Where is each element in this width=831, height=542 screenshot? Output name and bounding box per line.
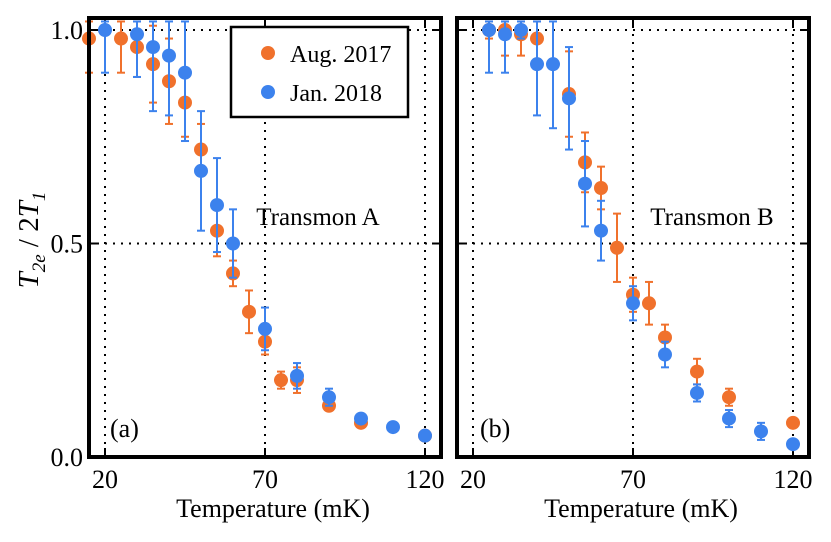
data-point [386, 420, 400, 435]
data-point [546, 57, 560, 72]
data-point [594, 223, 608, 238]
plot-frame [87, 16, 443, 459]
x-axis-label: Temperature (mK) [544, 494, 738, 523]
data-point [210, 198, 224, 213]
legend-label-aug-2017: Aug. 2017 [290, 42, 391, 68]
data-point [322, 390, 336, 405]
panel-label: (b) [480, 414, 510, 443]
data-point [722, 390, 736, 405]
data-point [786, 415, 800, 430]
data-point [562, 91, 576, 106]
data-point [194, 163, 208, 178]
legend: Aug. 2017 Jan. 2018 [229, 25, 410, 119]
data-point [418, 428, 432, 443]
data-point [578, 176, 592, 191]
data-point [162, 48, 176, 63]
data-point [610, 240, 624, 255]
data-point [130, 27, 144, 42]
series-jan-2018 [98, 20, 432, 443]
data-point [258, 321, 272, 336]
data-point [146, 40, 160, 55]
y-axis-label: T2e / 2T1 [13, 192, 50, 289]
data-point [354, 411, 368, 426]
legend-label-jan-2018: Jan. 2018 [290, 81, 382, 107]
transmon-label: Transmon A [256, 204, 379, 231]
legend-box [229, 25, 410, 119]
data-point [754, 424, 768, 439]
legend-marker-jan-2018 [261, 85, 275, 99]
panel-label: (a) [110, 414, 139, 443]
data-point [274, 373, 288, 388]
x-tick-label: 20 [460, 465, 486, 494]
data-point [786, 437, 800, 452]
data-point [594, 180, 608, 195]
x-tick-label: 120 [406, 465, 445, 494]
x-tick-label: 70 [252, 465, 278, 494]
plot-frame [455, 16, 811, 459]
y-tick-label: 0.5 [51, 230, 84, 259]
data-point [114, 31, 128, 46]
series-jan-2018 [482, 20, 800, 452]
data-point [290, 368, 304, 383]
transmon-label: Transmon B [650, 204, 773, 231]
data-point [642, 296, 656, 311]
legend-marker-aug-2017 [261, 46, 275, 60]
panel-b: 20 70 120 Transmon B (b) Temperature (mK) [455, 16, 813, 523]
x-tick-label: 20 [92, 465, 118, 494]
data-point [98, 23, 112, 37]
data-point [690, 364, 704, 379]
y-tick-label: 1.0 [51, 16, 84, 45]
y-tick-label: 0.0 [51, 443, 84, 472]
data-point [626, 296, 640, 311]
data-point [530, 57, 544, 72]
data-point [514, 23, 528, 37]
data-point [226, 236, 240, 251]
x-axis-label: Temperature (mK) [176, 494, 370, 523]
data-point [242, 304, 256, 319]
x-tick-label: 120 [774, 465, 813, 494]
data-point [722, 411, 736, 426]
data-point [658, 347, 672, 362]
data-point [498, 27, 512, 42]
data-point [482, 23, 496, 37]
x-tick-label: 70 [620, 465, 646, 494]
data-point [690, 385, 704, 400]
data-point [178, 65, 192, 80]
panel-a: 20 70 120 0.0 0.5 1.0 Transmon A (a) Temperature… [51, 16, 445, 523]
